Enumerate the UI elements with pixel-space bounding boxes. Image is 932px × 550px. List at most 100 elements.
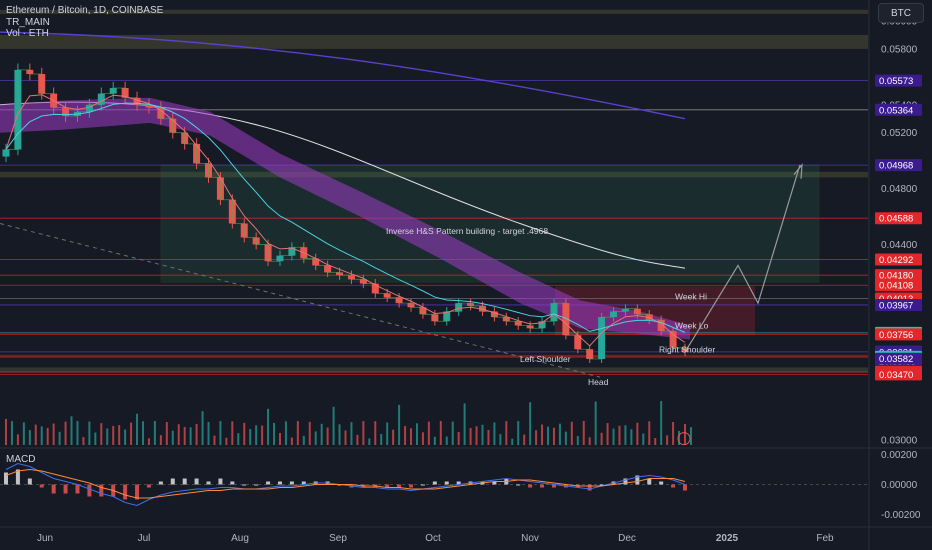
price-badge-bg: [875, 159, 922, 172]
price-badge: 0.05364: [875, 103, 922, 116]
indicator-tr-main[interactable]: TR_MAIN: [6, 16, 50, 28]
volume-bar: [463, 403, 466, 445]
price-badge: 0.03470: [875, 368, 922, 381]
volume-bar: [165, 422, 168, 445]
annotation-2: Head: [588, 377, 609, 387]
alert-icon[interactable]: [677, 432, 691, 446]
macd-hist-bar: [385, 484, 390, 488]
macd-line: [5, 462, 686, 507]
volume-bar: [558, 423, 561, 445]
chart-legend: Ethereum / Bitcoin, 1D, COINBASE TR_MAIN…: [6, 5, 163, 40]
volume-bar: [255, 425, 258, 445]
volume-bar: [338, 424, 341, 445]
volume-bar: [386, 422, 389, 445]
volume-bar: [284, 421, 287, 445]
volume-bar: [451, 421, 454, 445]
price-badge: 0.04588: [875, 212, 922, 225]
price-badge-bg: [875, 253, 922, 266]
macd-hist-bar: [551, 484, 556, 488]
time-tick: Sep: [329, 533, 347, 544]
volume-bar: [362, 421, 365, 445]
volume-bar: [10, 421, 13, 445]
projection-arrowhead: [793, 162, 803, 179]
volume-bar: [225, 437, 228, 445]
volume-bar: [183, 426, 186, 445]
volume-bar: [439, 421, 442, 445]
volume-bar: [582, 421, 585, 445]
volume-bar: [88, 421, 91, 445]
volume-bar: [356, 434, 359, 445]
macd-pane-label[interactable]: MACD: [6, 454, 36, 465]
macd-hist-bar: [277, 481, 282, 485]
volume-bar: [684, 424, 686, 445]
volume-bar: [606, 423, 609, 445]
volume-bar: [552, 427, 555, 445]
price-badge-label: 0.04108: [879, 281, 913, 292]
price-badge: 0.04108: [875, 279, 922, 292]
macd-tick: 0.00000: [881, 480, 918, 491]
volume-bar: [392, 429, 395, 445]
volume-bar: [624, 425, 627, 445]
volume-bar: [195, 423, 198, 445]
volume-bar: [278, 433, 281, 445]
time-tick: Oct: [425, 533, 441, 544]
volume-bar: [433, 436, 436, 445]
volume-bar: [302, 435, 305, 445]
volume-bar: [541, 424, 544, 445]
indicator-volume[interactable]: Vol · ETH: [6, 28, 49, 39]
volume-bar: [106, 428, 109, 445]
time-tick: 2025: [716, 533, 739, 544]
signal-line: [5, 468, 686, 499]
macd-hist-bar: [397, 484, 402, 488]
annotation-1: Left Shoulder: [520, 354, 571, 364]
price-badge-label: 0.04968: [879, 161, 913, 172]
volume-bar: [332, 406, 335, 445]
volume-bar: [231, 421, 234, 445]
volume-bar: [273, 422, 276, 445]
macd-hist-bar: [683, 484, 687, 491]
volume-bar: [570, 421, 573, 445]
price-badge: 0.04968: [875, 159, 922, 172]
volume-bar: [421, 432, 424, 445]
annotation-5: Week Lo: [675, 320, 709, 330]
volume-bar: [689, 427, 692, 445]
volume-bar: [22, 422, 25, 445]
macd-hist-bar: [492, 481, 497, 485]
volume-bar: [660, 401, 663, 445]
volume-bar: [70, 416, 73, 445]
volume-bar: [380, 433, 383, 445]
volume-bar: [636, 422, 639, 445]
volume-bar: [58, 431, 61, 445]
currency-button[interactable]: BTC: [878, 3, 924, 23]
volume-bar: [28, 430, 31, 445]
macd-hist-bar: [671, 484, 676, 488]
price-badge-bg: [875, 212, 922, 225]
price-badge-bg: [875, 74, 922, 87]
macd-hist-bar: [266, 481, 271, 485]
volume-bar: [177, 424, 180, 445]
candle: [2, 149, 10, 157]
support-band: [0, 354, 868, 358]
zone-band: [0, 34, 868, 49]
macd-hist-bar: [254, 484, 259, 486]
volume-bar: [535, 430, 538, 445]
volume-bar: [404, 426, 407, 445]
symbol-title[interactable]: Ethereum / Bitcoin, 1D, COINBASE: [6, 5, 164, 16]
volume-bar: [344, 430, 347, 445]
volume-bar: [5, 419, 7, 445]
volume-bar: [487, 429, 490, 445]
macd-hist-bar: [51, 484, 56, 494]
volume-bar: [511, 438, 514, 445]
zone-band: [0, 171, 868, 178]
macd-hist-bar: [587, 484, 592, 491]
volume-bar: [654, 438, 657, 445]
price-badge-label: 0.03470: [879, 370, 913, 381]
macd-hist-bar: [75, 484, 80, 494]
volume-bar: [630, 429, 633, 445]
price-tick: 0.05200: [881, 128, 918, 139]
macd-tick: -0.00200: [881, 510, 921, 521]
annotation-4: Week Hi: [675, 292, 707, 302]
volume-bar: [594, 401, 597, 445]
macd-hist-bar: [528, 484, 533, 488]
